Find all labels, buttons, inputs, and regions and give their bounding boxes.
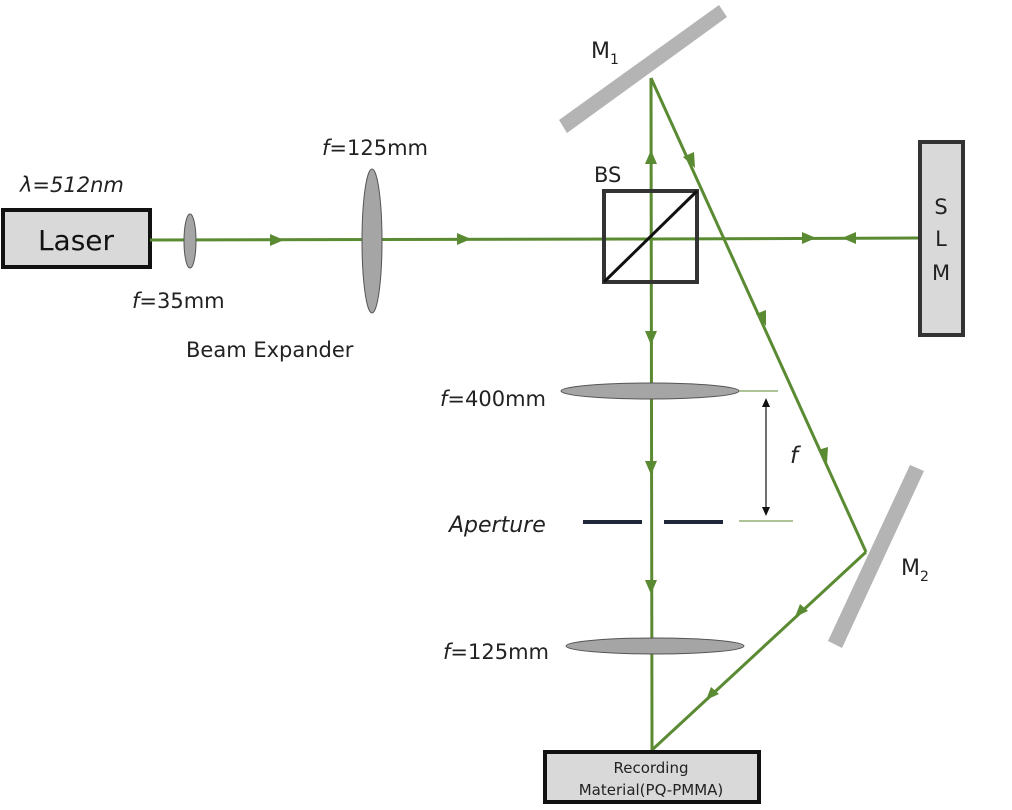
arrow-right-2	[457, 233, 471, 245]
beam-bs-to-slm	[650, 236, 919, 241]
slm-box	[918, 140, 965, 337]
recording-material-box	[543, 750, 761, 804]
recording-material-line1: Recording	[613, 759, 688, 777]
beam-expander-label: Beam Expander	[186, 338, 354, 362]
focal-arrowhead-up	[762, 398, 770, 407]
lens-400mm-label: f=400mm	[440, 387, 546, 411]
beam-laser-to-bs	[149, 237, 652, 242]
focal-distance-label: f	[790, 443, 801, 469]
aperture-label: Aperture	[447, 513, 546, 538]
mirror-m2-label: M2	[901, 556, 929, 585]
mirror-m1: M1	[559, 5, 727, 133]
slm-letter-m: M	[932, 261, 950, 285]
mirror-m2-plate	[828, 465, 924, 648]
recording-material: Recording Material(PQ-PMMA)	[543, 750, 761, 804]
beam-splitter: BS	[594, 163, 699, 284]
arrow-left-from-slm	[842, 232, 856, 244]
slm-letter-l: L	[935, 227, 947, 251]
arrow-m1-to-m2-2	[756, 310, 766, 326]
beam-m2-to-recording	[650, 550, 868, 752]
beam-splitter-label: BS	[594, 163, 621, 187]
recording-material-line2: Material(PQ-PMMA)	[579, 781, 724, 799]
beam-arrows	[270, 150, 856, 700]
arrow-up-to-m1	[645, 150, 657, 164]
beam-splitter-diagonal	[602, 189, 699, 284]
arrow-m2-to-rec-2	[706, 687, 719, 700]
lens-125mm-bottom	[565, 637, 745, 655]
focal-distance-marker: f	[739, 390, 801, 522]
beam-splitter-box	[602, 189, 699, 284]
laser: Laser	[1, 208, 152, 269]
aperture: Aperture	[447, 513, 723, 538]
laser-box	[1, 208, 152, 269]
arrow-m2-to-rec-1	[795, 604, 808, 617]
mirror-m2: M2	[828, 465, 929, 648]
wavelength-label: λ=512nm	[19, 173, 124, 197]
lens-35mm-label: f=35mm	[132, 289, 225, 313]
arrow-m1-to-m2-3	[818, 447, 828, 463]
arrow-down-3	[645, 580, 657, 594]
slm: S L M	[918, 140, 965, 337]
laser-label: Laser	[38, 224, 115, 257]
arrow-right-1	[270, 234, 284, 246]
arrow-right-3	[802, 232, 816, 244]
lens-125mm-expander	[361, 168, 383, 314]
mirror-m1-plate	[559, 5, 727, 133]
focal-arrowhead-down	[762, 507, 770, 516]
arrow-m1-to-m2-1	[683, 152, 695, 168]
lens-400mm	[560, 382, 740, 400]
lens-125mm-bottom-label: f=125mm	[443, 640, 549, 664]
lens-125mm-expander-label: f=125mm	[322, 136, 428, 160]
arrow-down-1	[645, 331, 657, 345]
arrow-down-2	[645, 461, 657, 475]
lens-35mm	[183, 213, 197, 269]
slm-letter-s: S	[934, 195, 947, 219]
mirror-m1-label: M1	[591, 39, 619, 68]
